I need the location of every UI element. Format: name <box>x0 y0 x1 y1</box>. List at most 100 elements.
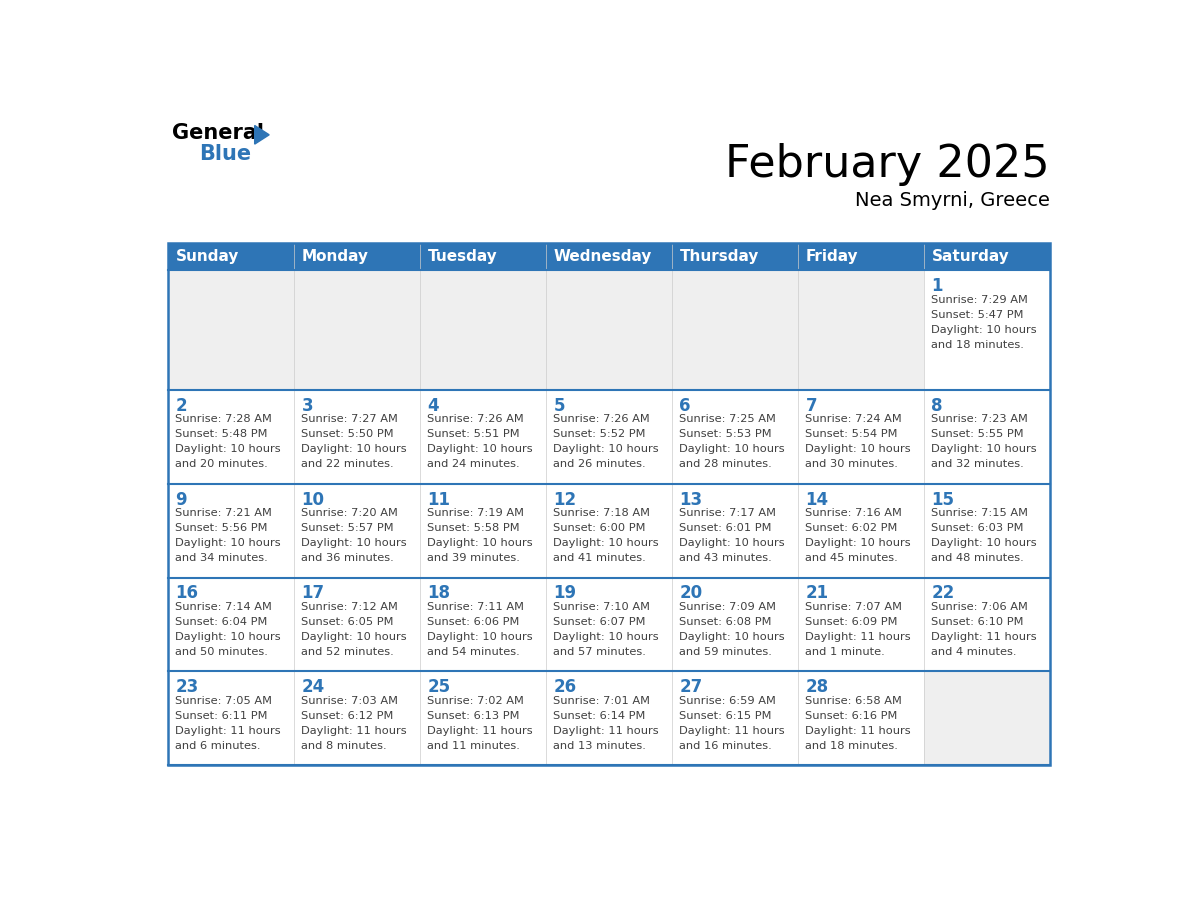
Text: and 28 minutes.: and 28 minutes. <box>680 459 772 469</box>
Text: Daylight: 10 hours: Daylight: 10 hours <box>931 325 1037 335</box>
FancyBboxPatch shape <box>168 242 293 270</box>
Text: and 18 minutes.: and 18 minutes. <box>805 741 898 751</box>
Text: Sunset: 6:00 PM: Sunset: 6:00 PM <box>554 523 646 533</box>
Text: Daylight: 10 hours: Daylight: 10 hours <box>554 444 659 454</box>
FancyBboxPatch shape <box>798 242 924 270</box>
Text: Sunrise: 7:19 AM: Sunrise: 7:19 AM <box>428 509 524 519</box>
Text: and 34 minutes.: and 34 minutes. <box>176 554 268 564</box>
Text: and 16 minutes.: and 16 minutes. <box>680 741 772 751</box>
Text: Sunset: 5:50 PM: Sunset: 5:50 PM <box>302 430 394 440</box>
Text: Nea Smyrni, Greece: Nea Smyrni, Greece <box>855 191 1050 210</box>
Text: Daylight: 10 hours: Daylight: 10 hours <box>176 633 282 643</box>
Text: and 20 minutes.: and 20 minutes. <box>176 459 268 469</box>
Text: and 8 minutes.: and 8 minutes. <box>302 741 387 751</box>
Text: 26: 26 <box>554 678 576 697</box>
Text: and 11 minutes.: and 11 minutes. <box>428 741 520 751</box>
Text: Daylight: 11 hours: Daylight: 11 hours <box>428 726 533 736</box>
FancyBboxPatch shape <box>545 484 672 577</box>
Text: 5: 5 <box>554 397 565 415</box>
Text: Sunrise: 7:26 AM: Sunrise: 7:26 AM <box>428 414 524 424</box>
Text: Sunrise: 6:59 AM: Sunrise: 6:59 AM <box>680 696 776 706</box>
Text: Sunset: 6:09 PM: Sunset: 6:09 PM <box>805 617 898 627</box>
Text: and 22 minutes.: and 22 minutes. <box>302 459 394 469</box>
Polygon shape <box>254 126 270 144</box>
Text: 3: 3 <box>302 397 314 415</box>
Text: Daylight: 11 hours: Daylight: 11 hours <box>302 726 407 736</box>
Text: 2: 2 <box>176 397 187 415</box>
FancyBboxPatch shape <box>798 671 924 766</box>
FancyBboxPatch shape <box>419 389 545 484</box>
Text: Sunset: 5:53 PM: Sunset: 5:53 PM <box>680 430 772 440</box>
Text: Sunset: 5:51 PM: Sunset: 5:51 PM <box>428 430 520 440</box>
Text: 23: 23 <box>176 678 198 697</box>
Text: Sunrise: 7:02 AM: Sunrise: 7:02 AM <box>428 696 524 706</box>
Text: Sunrise: 7:28 AM: Sunrise: 7:28 AM <box>176 414 272 424</box>
FancyBboxPatch shape <box>798 484 924 577</box>
Text: 7: 7 <box>805 397 817 415</box>
Text: Sunset: 6:16 PM: Sunset: 6:16 PM <box>805 711 898 722</box>
Text: Sunset: 6:06 PM: Sunset: 6:06 PM <box>428 617 520 627</box>
Text: Saturday: Saturday <box>931 249 1009 264</box>
Text: Daylight: 10 hours: Daylight: 10 hours <box>428 538 533 548</box>
Text: Daylight: 10 hours: Daylight: 10 hours <box>554 538 659 548</box>
Text: and 13 minutes.: and 13 minutes. <box>554 741 646 751</box>
Text: and 45 minutes.: and 45 minutes. <box>805 554 898 564</box>
FancyBboxPatch shape <box>419 270 545 389</box>
Text: Daylight: 10 hours: Daylight: 10 hours <box>680 444 785 454</box>
Text: Sunset: 6:14 PM: Sunset: 6:14 PM <box>554 711 646 722</box>
FancyBboxPatch shape <box>168 577 293 671</box>
Text: Friday: Friday <box>805 249 858 264</box>
Text: Monday: Monday <box>302 249 368 264</box>
FancyBboxPatch shape <box>672 577 798 671</box>
Text: Daylight: 10 hours: Daylight: 10 hours <box>680 633 785 643</box>
Text: and 54 minutes.: and 54 minutes. <box>428 647 520 657</box>
Text: and 59 minutes.: and 59 minutes. <box>680 647 772 657</box>
Text: Daylight: 11 hours: Daylight: 11 hours <box>805 633 911 643</box>
FancyBboxPatch shape <box>545 389 672 484</box>
Text: Sunset: 6:05 PM: Sunset: 6:05 PM <box>302 617 394 627</box>
FancyBboxPatch shape <box>924 671 1050 766</box>
Text: Sunset: 5:48 PM: Sunset: 5:48 PM <box>176 430 268 440</box>
Text: Daylight: 11 hours: Daylight: 11 hours <box>931 633 1037 643</box>
FancyBboxPatch shape <box>293 389 419 484</box>
Text: General: General <box>172 123 264 142</box>
Text: Sunrise: 7:12 AM: Sunrise: 7:12 AM <box>302 602 398 612</box>
FancyBboxPatch shape <box>924 577 1050 671</box>
Text: February 2025: February 2025 <box>725 142 1050 185</box>
Text: Sunset: 6:02 PM: Sunset: 6:02 PM <box>805 523 898 533</box>
Text: Sunset: 5:57 PM: Sunset: 5:57 PM <box>302 523 394 533</box>
Text: and 36 minutes.: and 36 minutes. <box>302 554 394 564</box>
Text: Sunset: 6:11 PM: Sunset: 6:11 PM <box>176 711 268 722</box>
Text: Sunrise: 7:23 AM: Sunrise: 7:23 AM <box>931 414 1029 424</box>
FancyBboxPatch shape <box>168 484 293 577</box>
Text: and 26 minutes.: and 26 minutes. <box>554 459 646 469</box>
Text: Daylight: 10 hours: Daylight: 10 hours <box>302 633 407 643</box>
Text: Daylight: 10 hours: Daylight: 10 hours <box>428 444 533 454</box>
Text: 4: 4 <box>428 397 440 415</box>
Text: 6: 6 <box>680 397 691 415</box>
Text: 16: 16 <box>176 585 198 602</box>
FancyBboxPatch shape <box>798 270 924 389</box>
FancyBboxPatch shape <box>924 484 1050 577</box>
FancyBboxPatch shape <box>672 484 798 577</box>
Text: Sunrise: 7:27 AM: Sunrise: 7:27 AM <box>302 414 398 424</box>
Text: Sunset: 6:01 PM: Sunset: 6:01 PM <box>680 523 772 533</box>
Text: and 57 minutes.: and 57 minutes. <box>554 647 646 657</box>
Text: Sunset: 6:08 PM: Sunset: 6:08 PM <box>680 617 772 627</box>
Text: 11: 11 <box>428 490 450 509</box>
Text: Sunday: Sunday <box>176 249 239 264</box>
Text: Daylight: 10 hours: Daylight: 10 hours <box>805 538 911 548</box>
Text: Daylight: 10 hours: Daylight: 10 hours <box>680 538 785 548</box>
Text: Daylight: 10 hours: Daylight: 10 hours <box>428 633 533 643</box>
FancyBboxPatch shape <box>419 484 545 577</box>
FancyBboxPatch shape <box>168 389 293 484</box>
Text: and 48 minutes.: and 48 minutes. <box>931 554 1024 564</box>
Text: Daylight: 11 hours: Daylight: 11 hours <box>680 726 785 736</box>
Text: Sunrise: 7:18 AM: Sunrise: 7:18 AM <box>554 509 650 519</box>
FancyBboxPatch shape <box>924 242 1050 270</box>
Text: Blue: Blue <box>198 144 251 164</box>
Text: and 50 minutes.: and 50 minutes. <box>176 647 268 657</box>
Text: 20: 20 <box>680 585 702 602</box>
Text: 1: 1 <box>931 277 943 296</box>
Text: 24: 24 <box>302 678 324 697</box>
